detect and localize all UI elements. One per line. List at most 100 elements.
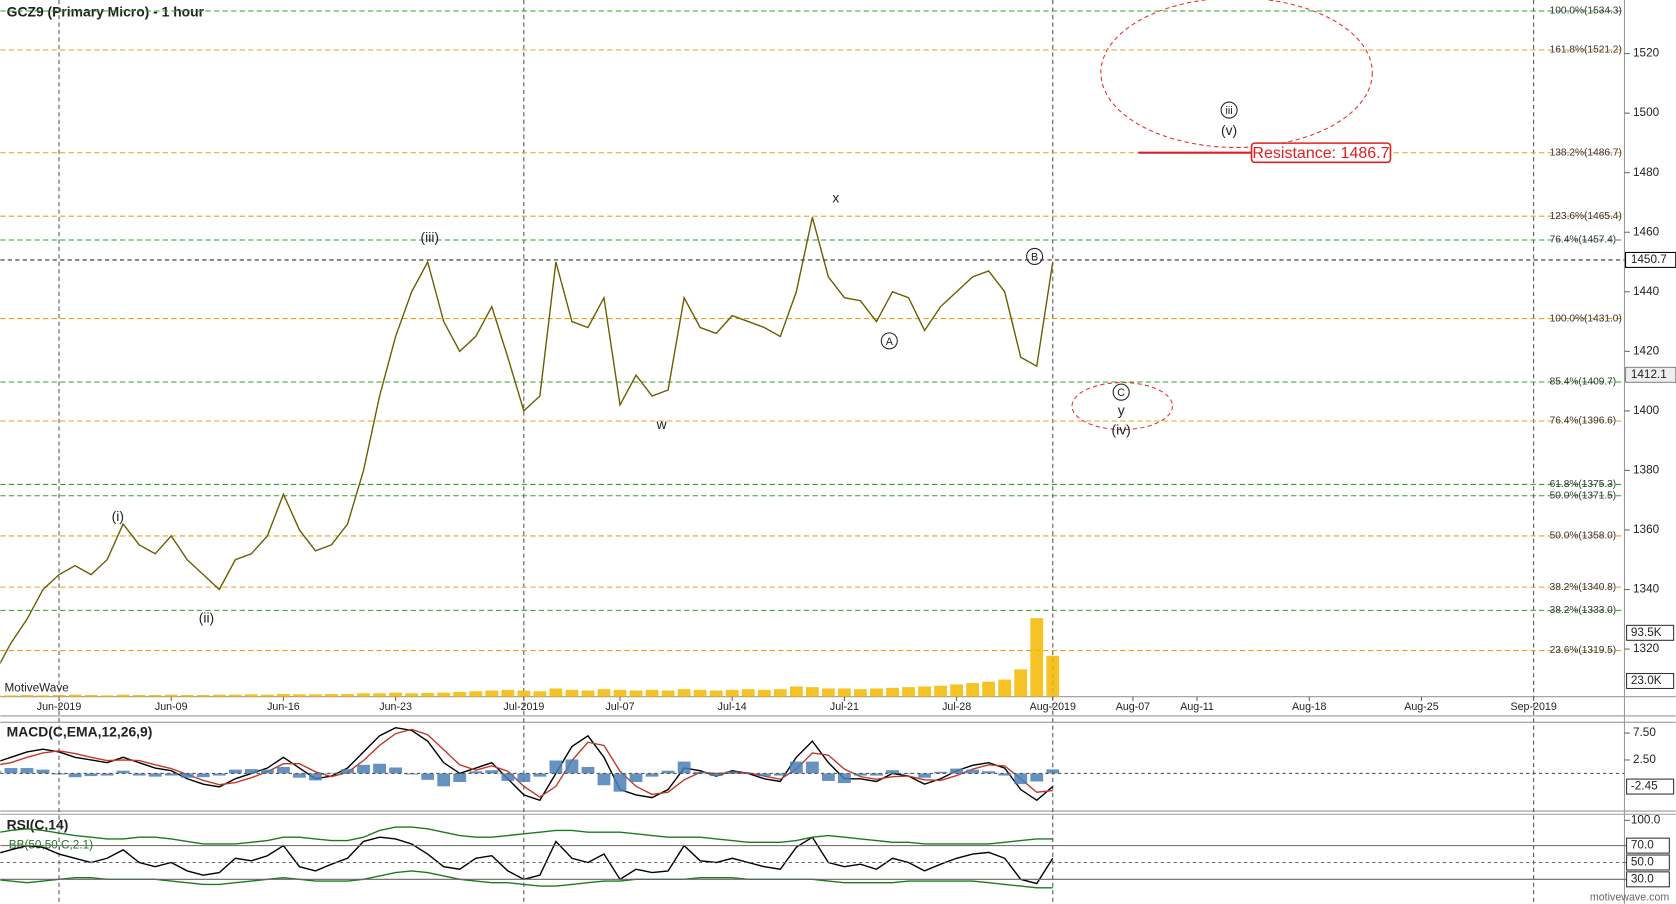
series-line: [0, 870, 1053, 889]
bar: [661, 770, 675, 774]
bar: [341, 769, 354, 774]
bar: [485, 690, 499, 697]
bar: [164, 694, 178, 697]
bar: [549, 760, 563, 774]
wave-label: (iv): [1112, 421, 1131, 437]
bar: [870, 688, 883, 697]
value-tag: [1626, 778, 1675, 795]
fib-label: 85.4%(1409.7): [1550, 377, 1617, 388]
y-tick-label: 100.0: [1631, 813, 1661, 826]
bar: [661, 690, 675, 697]
wave-label: (iii): [421, 229, 440, 245]
x-tick-label: Aug-11: [1180, 701, 1214, 713]
bar: [934, 685, 947, 697]
y-tick-label: 7.50: [1633, 726, 1656, 739]
bar: [52, 694, 66, 697]
fib-label: 161.8%(1521.2): [1550, 45, 1622, 56]
fib-label: 100.0%(1534.3): [1550, 6, 1622, 17]
wave-circle: [880, 332, 898, 350]
bar: [36, 769, 50, 774]
wave-label: y: [1118, 402, 1125, 418]
target-ellipse: [1071, 382, 1173, 431]
bar: [725, 689, 739, 697]
bar: [821, 773, 835, 781]
bar: [805, 761, 819, 774]
bar: [517, 690, 531, 697]
x-tick-label: Aug-25: [1404, 701, 1438, 713]
bar: [950, 768, 964, 774]
bar: [469, 771, 483, 774]
bar: [148, 773, 162, 777]
bar: [1030, 618, 1044, 697]
bar: [260, 694, 274, 697]
bar: [132, 773, 146, 776]
bar: [116, 694, 130, 697]
x-tick-label: Jul-2019: [503, 701, 544, 713]
x-tick-label: Sep-2019: [1510, 701, 1556, 713]
wave-label: x: [832, 189, 839, 205]
bar: [934, 771, 947, 774]
x-tick-label: Jun-23: [379, 701, 412, 713]
value-tag-label: -2.45: [1631, 780, 1658, 793]
bar: [228, 769, 242, 774]
bar: [565, 689, 579, 697]
bar: [854, 773, 867, 776]
bar: [838, 688, 851, 697]
bar: [421, 692, 435, 697]
bar: [4, 695, 18, 697]
bar: [309, 773, 322, 781]
bar: [116, 770, 130, 774]
bar: [469, 691, 483, 697]
x-tick-label: Jun-09: [155, 701, 188, 713]
bar: [132, 694, 146, 697]
rsi-subtitle: BB(50,50,C,2.1): [9, 838, 93, 851]
bar: [886, 770, 899, 774]
bar: [886, 687, 899, 697]
bar: [645, 689, 659, 697]
bar: [918, 686, 931, 697]
overlay: Jun-2019 Jun-09 Jun-16 Jun-23 Jul-2019 Jul-07…: [37, 6, 1676, 888]
x-tick-label: Jul-21: [830, 701, 859, 713]
series-line: [0, 728, 1053, 798]
volume-tag: [1626, 624, 1675, 641]
wave-label: A: [886, 336, 894, 348]
bar: [805, 687, 819, 697]
bar: [677, 761, 691, 774]
bar: [1046, 655, 1060, 697]
macd-title: MACD(C,EMA,12,26,9): [7, 724, 153, 740]
bar: [966, 769, 980, 774]
tick-box: [1626, 854, 1670, 871]
bar: [373, 763, 386, 774]
wave-label: C: [1117, 387, 1125, 399]
bar: [196, 694, 210, 697]
bar: [533, 773, 547, 777]
bar: [437, 692, 451, 697]
bar: [100, 695, 114, 697]
bar: [581, 766, 595, 774]
bar: [260, 769, 274, 774]
x-tick-label: Jun-2019: [37, 701, 82, 713]
bar: [180, 694, 194, 697]
y-tick-label: 1320: [1633, 642, 1660, 655]
bar: [998, 679, 1012, 697]
bar: [789, 761, 803, 774]
fib-label: 50.0%(1358.0): [1550, 531, 1617, 542]
bar: [421, 773, 435, 780]
bar: [533, 691, 547, 697]
bar: [453, 773, 467, 783]
y-tick-label: 1420: [1633, 344, 1660, 357]
wave-circle: [1026, 247, 1044, 266]
bar: [84, 773, 98, 777]
bar: [709, 773, 723, 777]
bar: [501, 689, 515, 697]
wave-circle: [1112, 383, 1130, 401]
bar: [1014, 773, 1028, 785]
bar: [309, 694, 322, 697]
bar: [645, 773, 659, 777]
bar: [357, 764, 370, 774]
tick-box: [1626, 837, 1670, 854]
bar: [4, 768, 18, 774]
bar: [228, 694, 242, 697]
x-tick-label: Jul-28: [942, 701, 971, 713]
